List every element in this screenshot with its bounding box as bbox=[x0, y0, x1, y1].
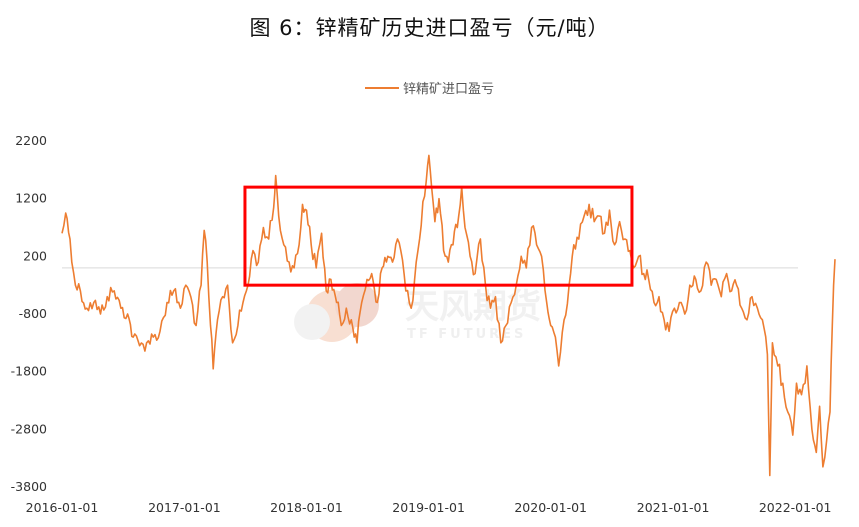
x-tick-label: 2016-01-01 bbox=[26, 500, 99, 515]
x-tick-label: 2021-01-01 bbox=[637, 500, 710, 515]
y-tick-label: -2800 bbox=[11, 421, 47, 436]
watermark-text: 天风期货 bbox=[405, 287, 541, 327]
watermark-subtext: TF FUTURES bbox=[407, 327, 526, 342]
x-tick-label: 2020-01-01 bbox=[514, 500, 587, 515]
legend: 锌精矿进口盈亏 bbox=[0, 78, 859, 97]
chart-title: 图 6：锌精矿历史进口盈亏（元/吨） bbox=[249, 16, 610, 40]
x-axis: 2016-01-01 2017-01-01 2018-01-01 2019-01-01… bbox=[26, 500, 832, 515]
y-tick-label: -800 bbox=[19, 306, 47, 321]
y-tick-label: -1800 bbox=[11, 364, 47, 379]
x-tick-label: 2018-01-01 bbox=[270, 500, 343, 515]
watermark-logo-circle bbox=[335, 283, 379, 327]
y-tick-label: 2200 bbox=[15, 133, 47, 148]
x-tick-label: 2019-01-01 bbox=[392, 500, 465, 515]
y-tick-label: 1200 bbox=[15, 191, 47, 206]
x-tick-label: 2022-01-01 bbox=[759, 500, 832, 515]
legend-swatch bbox=[364, 86, 399, 89]
y-axis: 2200 1200 200 -800 -1800 -2800 -3800 bbox=[11, 133, 47, 494]
legend-label: 锌精矿进口盈亏 bbox=[402, 82, 494, 97]
series-line bbox=[61, 154, 836, 477]
x-tick-label: 2017-01-01 bbox=[148, 500, 221, 515]
watermark-logo-circle bbox=[294, 304, 330, 340]
highlight-box bbox=[243, 185, 634, 287]
watermark: 天风期货 TF FUTURES bbox=[294, 283, 541, 342]
y-tick-label: -3800 bbox=[11, 479, 47, 494]
y-tick-label: 200 bbox=[23, 248, 47, 263]
